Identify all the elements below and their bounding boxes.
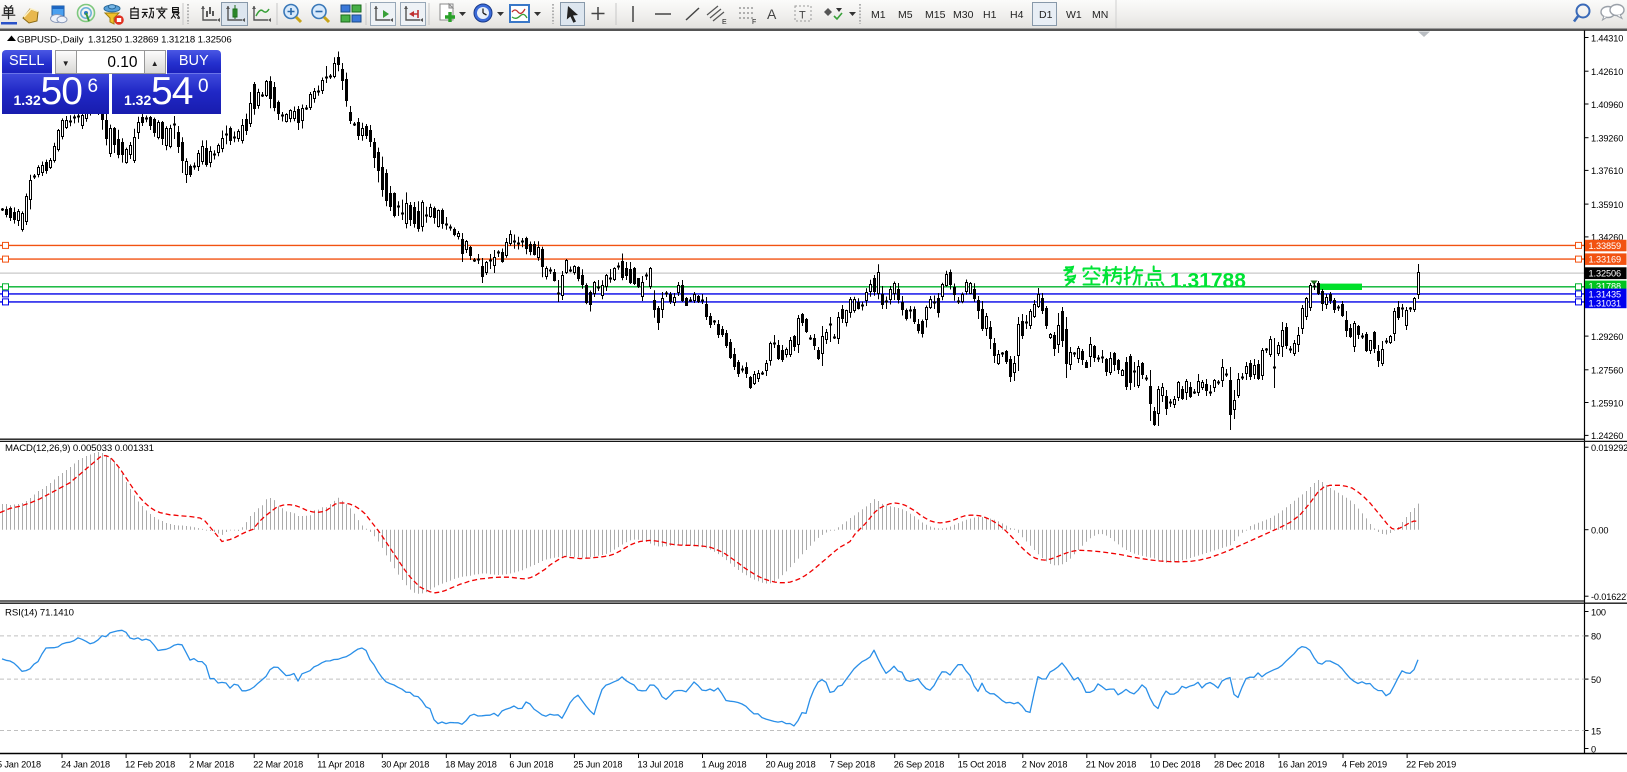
svg-text:7 Sep 2018: 7 Sep 2018 [830,760,876,770]
svg-text:4 Feb 2019: 4 Feb 2019 [1342,760,1387,770]
svg-text:M30: M30 [953,9,974,21]
svg-text:D1: D1 [1039,9,1053,21]
svg-text:25 Jun 2018: 25 Jun 2018 [573,760,622,770]
svg-text:GBPUSD-,Daily: GBPUSD-,Daily [17,35,84,46]
svg-text:M15: M15 [925,9,946,21]
svg-text:T: T [799,10,806,22]
svg-text:1.42610: 1.42610 [1591,67,1623,77]
svg-text:F: F [752,19,756,26]
svg-text:16 Jan 2019: 16 Jan 2019 [1278,760,1327,770]
svg-text:10 Dec 2018: 10 Dec 2018 [1150,760,1200,770]
svg-text:22 Feb 2019: 22 Feb 2019 [1406,760,1456,770]
svg-text:15 Oct 2018: 15 Oct 2018 [958,760,1006,770]
svg-text:28 Dec 2018: 28 Dec 2018 [1214,760,1264,770]
svg-text:6 Jun 2018: 6 Jun 2018 [509,760,553,770]
svg-text:0.00: 0.00 [1591,526,1608,536]
svg-text:21 Nov 2018: 21 Nov 2018 [1086,760,1136,770]
svg-text:0: 0 [1591,744,1596,754]
svg-text:1 Aug 2018: 1 Aug 2018 [702,760,747,770]
svg-text:1.34260: 1.34260 [1591,233,1623,243]
svg-text:1.44310: 1.44310 [1591,33,1623,43]
svg-text:1.32506: 1.32506 [1589,269,1622,279]
svg-text:MACD(12,26,9) 0.005033 0.00133: MACD(12,26,9) 0.005033 0.001331 [5,443,154,454]
svg-text:1.37610: 1.37610 [1591,166,1623,176]
svg-text:M5: M5 [898,9,913,21]
svg-text:0.019292: 0.019292 [1591,443,1627,453]
svg-text:H4: H4 [1010,9,1024,21]
svg-text:22 Mar 2018: 22 Mar 2018 [253,760,303,770]
svg-text:M1: M1 [871,9,886,21]
svg-text:1.31435: 1.31435 [1589,289,1622,299]
svg-text:-0.016227: -0.016227 [1591,592,1627,602]
svg-text:2 Nov 2018: 2 Nov 2018 [1022,760,1068,770]
svg-text:12 Feb 2018: 12 Feb 2018 [125,760,175,770]
svg-text:30 Apr 2018: 30 Apr 2018 [381,760,429,770]
svg-text:1.25910: 1.25910 [1591,398,1623,408]
svg-text:A: A [767,6,777,22]
svg-text:5 Jan 2018: 5 Jan 2018 [0,760,41,770]
svg-text:E: E [722,19,727,26]
svg-text:100: 100 [1591,607,1606,617]
svg-text:1.33169: 1.33169 [1589,255,1622,265]
svg-text:80: 80 [1591,632,1601,642]
svg-text:1.39260: 1.39260 [1591,134,1623,144]
svg-text:50: 50 [1591,675,1601,685]
svg-text:2 Mar 2018: 2 Mar 2018 [189,760,234,770]
svg-text:13 Jul 2018: 13 Jul 2018 [638,760,684,770]
svg-text:1.40960: 1.40960 [1591,100,1623,110]
svg-text:11 Apr 2018: 11 Apr 2018 [317,760,364,770]
svg-text:MN: MN [1092,9,1108,21]
svg-text:1.31788: 1.31788 [1589,281,1622,291]
svg-text:18 May 2018: 18 May 2018 [445,760,497,770]
svg-text:1.33859: 1.33859 [1589,241,1622,251]
svg-text:20 Aug 2018: 20 Aug 2018 [766,760,816,770]
svg-text:15: 15 [1591,726,1601,736]
svg-text:1.31031: 1.31031 [1589,299,1622,309]
svg-text:W1: W1 [1066,9,1082,21]
svg-text:1.29260: 1.29260 [1591,332,1623,342]
svg-text:1.27560: 1.27560 [1591,366,1623,376]
svg-text:24 Jan 2018: 24 Jan 2018 [61,760,110,770]
svg-text:1.31250 1.32869 1.31218 1.3250: 1.31250 1.32869 1.31218 1.32506 [88,35,232,46]
svg-text:26 Sep 2018: 26 Sep 2018 [894,760,945,770]
svg-text:1.31788: 1.31788 [1170,270,1246,293]
svg-text:1.24260: 1.24260 [1591,431,1623,441]
svg-text:RSI(14) 71.1410: RSI(14) 71.1410 [5,608,74,619]
svg-text:1.35910: 1.35910 [1591,200,1623,210]
svg-text:H1: H1 [983,9,997,21]
